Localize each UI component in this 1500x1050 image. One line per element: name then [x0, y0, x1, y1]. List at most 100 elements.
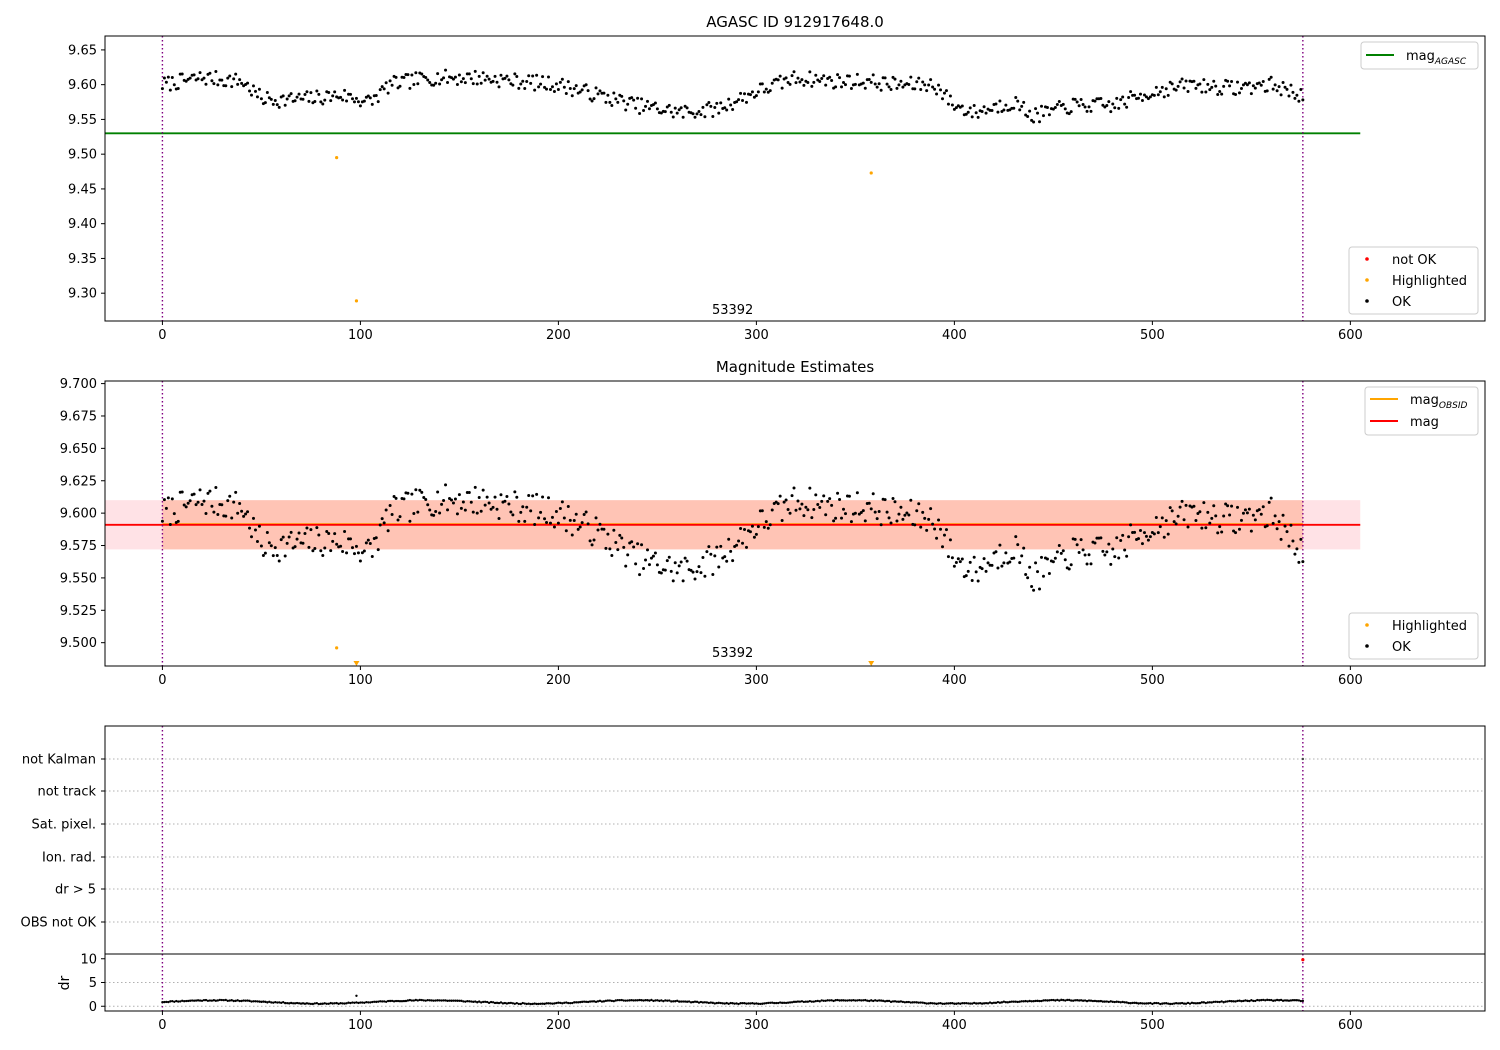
- estimates-ok-point: [642, 566, 646, 570]
- dr-point: [850, 999, 853, 1002]
- agasc-ok-point: [327, 90, 331, 94]
- agasc-ok-point: [414, 71, 418, 75]
- dr-point: [309, 1002, 313, 1006]
- agasc-ok-point: [990, 109, 994, 113]
- estimates-ok-point: [867, 501, 871, 505]
- dr-point: [691, 1000, 695, 1004]
- estimates-ok-point: [523, 519, 527, 523]
- dr-point: [830, 999, 833, 1002]
- agasc-ok-point: [541, 75, 545, 79]
- estimates-ok-point: [360, 551, 364, 555]
- dr-point: [763, 1002, 766, 1005]
- estimates-ok-point: [1144, 534, 1148, 538]
- agasc-ok-point: [390, 83, 394, 87]
- estimates-ok-point: [1053, 556, 1057, 560]
- agasc-ok-point: [780, 86, 784, 90]
- agasc-ok-point: [867, 78, 871, 82]
- dr-point: [226, 999, 229, 1003]
- dr-point: [371, 1000, 374, 1004]
- dr-point: [511, 1002, 515, 1005]
- agasc-ok-point: [558, 80, 562, 84]
- estimates-ok-point: [1214, 514, 1218, 518]
- dr-point: [1224, 1000, 1227, 1003]
- agasc-ok-point: [485, 74, 489, 78]
- estimates-ok-point: [200, 502, 204, 506]
- estimates-ok-point: [1099, 536, 1103, 540]
- estimates-ok-point: [968, 560, 972, 564]
- estimates-ok-point: [1301, 560, 1305, 564]
- estimates-ok-point: [1004, 551, 1008, 555]
- estimates-ok-point: [396, 518, 400, 522]
- estimates-highlighted-point: [335, 646, 339, 650]
- agasc-ok-point: [1234, 93, 1238, 97]
- agasc-ok-point: [1030, 118, 1034, 122]
- dr-point: [198, 999, 202, 1002]
- dr-point: [414, 998, 418, 1002]
- estimates-ok-point: [402, 497, 406, 501]
- dr-point: [341, 1002, 344, 1005]
- agasc-ok-point: [253, 89, 257, 93]
- estimates-ok-point: [1265, 524, 1269, 528]
- dr-point: [790, 1001, 794, 1004]
- dr-point: [1232, 1000, 1235, 1003]
- estimates-ok-point: [537, 516, 541, 520]
- estimates-ok-point: [269, 544, 273, 548]
- estimates-ok-point: [1142, 531, 1146, 535]
- estimates-ok-point: [412, 511, 416, 515]
- estimates-ok-point: [608, 547, 612, 551]
- agasc-ok-point: [216, 83, 220, 87]
- estimates-ok-point: [1226, 504, 1230, 508]
- dr-point: [527, 1002, 530, 1005]
- dr-point: [216, 999, 220, 1002]
- dr-point: [369, 1001, 372, 1004]
- dr-point: [856, 999, 859, 1002]
- dr-point: [325, 1002, 328, 1005]
- agasc-ok-point: [802, 83, 806, 87]
- dr-point: [188, 999, 192, 1002]
- estimates-ok-point: [428, 508, 432, 512]
- estimates-ok-point: [1041, 574, 1045, 578]
- estimates-ok-point: [234, 490, 238, 494]
- estimates-ok-point: [681, 579, 685, 583]
- estimates-ok-point: [1299, 537, 1303, 541]
- estimates-y-tick-label: 9.550: [60, 571, 97, 586]
- estimates-ok-point: [594, 516, 598, 520]
- estimates-ok-point: [946, 555, 950, 559]
- agasc-ok-point: [1144, 95, 1148, 99]
- estimates-ok-point: [1289, 523, 1293, 527]
- estimates-ok-point: [192, 492, 196, 496]
- estimates-ok-point: [370, 554, 374, 558]
- agasc-ok-point: [1028, 109, 1032, 113]
- dr-point: [1170, 1002, 1174, 1006]
- dr-point: [1095, 1000, 1099, 1003]
- dr-point: [442, 999, 445, 1002]
- agasc-ok-point: [259, 97, 263, 101]
- agasc-ok-point: [305, 90, 309, 94]
- dr-point: [885, 999, 889, 1003]
- agasc-ok-point: [1241, 83, 1245, 87]
- dr-point: [244, 999, 247, 1002]
- agasc-ok-point: [463, 81, 467, 85]
- dr-point: [1131, 1001, 1134, 1005]
- estimates-ok-point: [873, 510, 877, 514]
- agasc-ok-point: [333, 90, 337, 94]
- agasc-ok-point: [673, 106, 677, 110]
- dr-point: [388, 999, 392, 1003]
- agasc-ok-point: [366, 94, 370, 98]
- estimates-ok-point: [1259, 512, 1263, 516]
- agasc-ok-point: [853, 82, 857, 86]
- estimates-ok-point: [709, 552, 713, 556]
- dr-point: [1064, 999, 1067, 1002]
- dr-point: [640, 999, 643, 1002]
- estimates-ok-point: [248, 526, 252, 530]
- agasc-ok-point: [1184, 79, 1188, 83]
- estimates-ok-point: [543, 517, 547, 521]
- agasc-ok-point: [596, 92, 600, 96]
- estimates-ok-point: [335, 542, 339, 546]
- agasc-ok-point: [1121, 95, 1125, 99]
- estimates-ok-point: [582, 513, 586, 517]
- estimates-ok-point: [208, 489, 212, 493]
- agasc-ok-point: [887, 85, 891, 89]
- dr-point: [1153, 1001, 1156, 1005]
